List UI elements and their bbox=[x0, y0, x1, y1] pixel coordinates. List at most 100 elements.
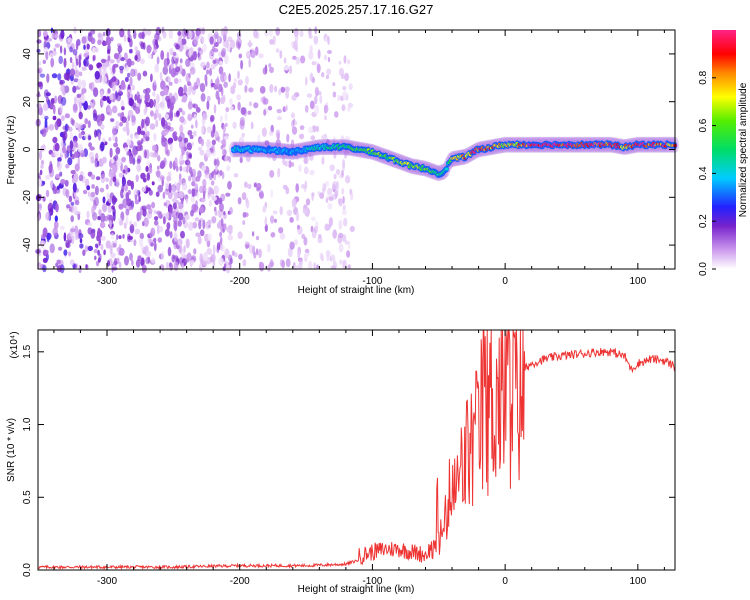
spectrogram-noise-cell bbox=[228, 224, 233, 235]
spectrogram-noise-cell bbox=[122, 126, 128, 132]
spectrogram-noise-cell bbox=[187, 130, 193, 136]
spectrogram-noise-cell bbox=[220, 96, 226, 105]
spectrogram-noise-cell bbox=[75, 40, 79, 51]
spectrogram-noise-cell bbox=[193, 248, 197, 255]
spectrogram-noise-cell bbox=[285, 104, 288, 111]
spectrogram-noise-cell bbox=[237, 79, 243, 86]
spectrogram-noise-cell bbox=[162, 31, 167, 39]
spectrogram-noise-cell bbox=[154, 63, 160, 73]
spectrogram-noise-cell bbox=[107, 204, 113, 214]
spectrogram-noise-cell bbox=[202, 190, 206, 200]
spectrogram-noise-cell bbox=[207, 233, 212, 242]
spectrogram-noise-cell bbox=[213, 104, 217, 114]
spectrogram-noise-cell bbox=[190, 259, 195, 266]
spectrogram-noise-cell bbox=[186, 86, 192, 96]
spectrogram-noise-cell bbox=[121, 156, 126, 163]
spectrogram-noise-cell bbox=[131, 84, 135, 91]
spectrogram-noise-cell bbox=[269, 39, 274, 45]
spectrogram-noise-cell bbox=[237, 101, 241, 111]
spectrogram-noise-cell bbox=[123, 34, 127, 43]
spectrogram-noise-cell bbox=[72, 103, 78, 113]
spectrogram-noise-cell bbox=[218, 197, 223, 205]
spectrogram-noise-cell bbox=[227, 234, 233, 241]
spectrogram-noise-cell bbox=[255, 248, 259, 256]
spectrogram-noise-cell bbox=[54, 33, 59, 39]
spectrogram-noise-cell bbox=[341, 104, 346, 112]
spectrogram-noise-cell bbox=[148, 189, 153, 196]
spectrogram-noise-cell bbox=[198, 219, 202, 230]
spectrogram-noise-cell bbox=[203, 251, 208, 261]
spectrogram-noise-cell bbox=[241, 132, 245, 138]
spectrogram-noise-cell bbox=[317, 236, 323, 244]
spectrogram-noise-cell bbox=[218, 51, 222, 58]
spectrogram-noise-cell bbox=[38, 61, 42, 66]
spectrogram-noise-cell bbox=[213, 185, 219, 195]
spectrogram-noise-cell bbox=[145, 250, 152, 258]
spectrogram-noise-cell bbox=[239, 157, 243, 164]
spectrogram-noise-cell bbox=[100, 173, 106, 184]
spectrogram-noise-cell bbox=[303, 236, 308, 246]
spectrogram-noise-cell bbox=[347, 240, 351, 245]
spectrogram-noise-cell bbox=[101, 63, 107, 71]
spectrogram-noise-cell bbox=[72, 85, 77, 93]
spectrogram-noise-cell bbox=[118, 88, 122, 94]
spectrogram-noise-cell bbox=[182, 216, 186, 225]
spectrogram-noise-cell bbox=[43, 89, 49, 99]
spectrogram-noise-cell bbox=[149, 231, 154, 238]
spectrogram-noise-cell bbox=[169, 262, 172, 268]
spectrogram-noise-cell bbox=[226, 165, 231, 172]
spectrogram-noise-cell bbox=[88, 82, 93, 90]
spectrogram-noise-cell bbox=[167, 76, 172, 83]
spectrogram-noise-cell bbox=[110, 232, 115, 240]
spectrogram-noise-cell bbox=[269, 170, 275, 178]
spectrogram-noise-cell bbox=[79, 71, 83, 77]
spectrogram-noise-cell bbox=[124, 255, 129, 266]
spectrogram-noise-cell bbox=[118, 172, 124, 178]
spectrogram-noise-cell bbox=[144, 149, 147, 159]
spectrogram-noise-cell bbox=[135, 259, 141, 268]
spectrogram-noise-cell bbox=[60, 115, 65, 121]
spectrogram-noise-cell bbox=[214, 209, 218, 216]
spectrogram-noise-cell bbox=[161, 117, 166, 127]
spectrogram-noise-cell bbox=[133, 239, 137, 247]
spectrogram-noise-cell bbox=[81, 87, 87, 94]
spectrogram-noise-cell bbox=[219, 244, 225, 252]
spectrogram-noise-cell bbox=[230, 257, 233, 265]
spectrogram-noise-cell bbox=[169, 63, 174, 69]
spectrogram-noise-cell bbox=[60, 29, 65, 39]
spectrogram-noise-cell bbox=[84, 133, 88, 140]
spectrogram-noise-cell bbox=[109, 245, 113, 255]
spectrogram-noise-cell bbox=[213, 174, 217, 181]
spectrogram-noise-cell bbox=[195, 119, 198, 129]
spectrogram-noise-cell bbox=[89, 146, 95, 151]
spectrogram-noise-cell bbox=[125, 64, 129, 73]
spectrogram-noise-cell bbox=[172, 131, 176, 139]
spectrogram-noise-cell bbox=[201, 37, 205, 44]
spectrogram-noise-cell bbox=[166, 222, 171, 230]
spectrogram-noise-cell bbox=[293, 265, 299, 271]
x-tick-label: -100 bbox=[362, 276, 382, 287]
spectrogram-noise-cell bbox=[45, 189, 50, 198]
spectrogram-noise-cell bbox=[131, 259, 134, 266]
spectrogram-noise-cell bbox=[264, 140, 270, 146]
spectrogram-noise-cell bbox=[94, 185, 99, 196]
snr-frame bbox=[37, 329, 676, 571]
spectrogram-noise-cell bbox=[342, 164, 345, 172]
y-tick-label: -20 bbox=[22, 190, 33, 205]
spectrogram-noise-cell bbox=[73, 172, 79, 183]
spectrogram-noise-cell bbox=[206, 126, 212, 134]
spectrogram-noise-cell bbox=[49, 52, 54, 58]
spectrogram-noise-cell bbox=[54, 120, 59, 131]
spectrogram-noise-cell bbox=[162, 191, 166, 199]
spectrogram-noise-cell bbox=[137, 72, 142, 81]
spectrogram-noise-cell bbox=[124, 184, 128, 192]
spectrogram-noise-cell bbox=[253, 183, 257, 188]
spectrogram-noise-cell bbox=[214, 159, 220, 167]
spectrogram-noise-cell bbox=[112, 242, 117, 248]
spectrogram-noise-cell bbox=[199, 206, 205, 214]
spectrogram-noise-cell bbox=[238, 253, 243, 260]
spectrogram-noise-cell bbox=[185, 214, 190, 221]
spectrogram-noise-cell bbox=[297, 224, 300, 230]
spectrogram-noise-cell bbox=[304, 156, 309, 165]
